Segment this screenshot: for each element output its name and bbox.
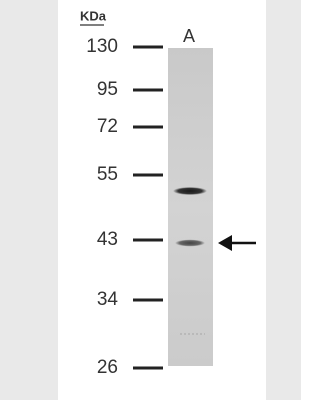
unit-label: KDa bbox=[80, 8, 107, 23]
left-margin bbox=[0, 0, 58, 400]
right-margin bbox=[266, 0, 301, 400]
marker-label: 43 bbox=[97, 229, 118, 250]
lane-label: A bbox=[183, 26, 195, 46]
marker-label: 130 bbox=[86, 36, 118, 57]
marker-label: 72 bbox=[97, 116, 118, 137]
marker-label: 34 bbox=[97, 289, 119, 310]
lane bbox=[168, 48, 213, 366]
marker-ladder: 130 95 72 55 43 34 26 bbox=[86, 36, 163, 378]
marker-label: 55 bbox=[97, 164, 118, 185]
arrow bbox=[218, 235, 256, 251]
blot-figure: KDa A 130 95 72 55 43 34 26 bbox=[0, 0, 301, 400]
marker-label: 95 bbox=[97, 79, 118, 100]
band bbox=[173, 187, 207, 195]
marker-label: 26 bbox=[97, 357, 118, 378]
band bbox=[175, 239, 205, 247]
